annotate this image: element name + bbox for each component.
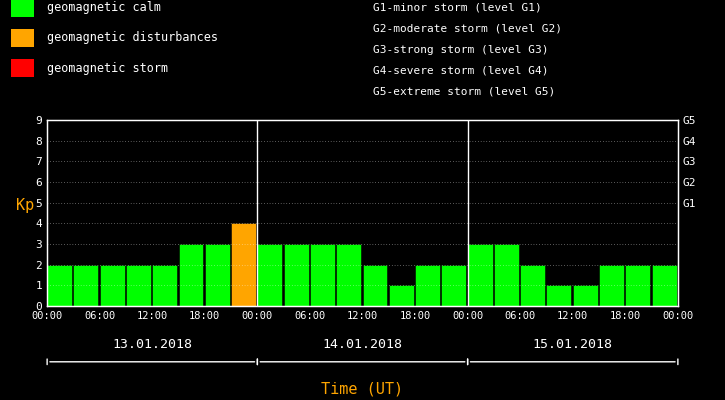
Bar [11, 29, 34, 47]
Text: geomagnetic storm: geomagnetic storm [47, 62, 168, 74]
Text: 15.01.2018: 15.01.2018 [533, 338, 613, 351]
Text: G5-extreme storm (level G5): G5-extreme storm (level G5) [373, 87, 555, 97]
Bar [415, 265, 440, 306]
Bar [231, 223, 256, 306]
Text: 13.01.2018: 13.01.2018 [112, 338, 192, 351]
Text: geomagnetic calm: geomagnetic calm [47, 1, 161, 14]
Bar [442, 265, 466, 306]
Text: 14.01.2018: 14.01.2018 [323, 338, 402, 351]
Bar [599, 265, 624, 306]
Bar [310, 244, 335, 306]
Y-axis label: Kp: Kp [16, 198, 34, 213]
Bar [573, 285, 597, 306]
Text: geomagnetic disturbances: geomagnetic disturbances [47, 31, 218, 44]
Bar [11, 59, 34, 77]
Bar [283, 244, 309, 306]
Text: G1-minor storm (level G1): G1-minor storm (level G1) [373, 2, 542, 12]
Bar [547, 285, 571, 306]
Bar [625, 265, 650, 306]
Bar [389, 285, 414, 306]
Bar [152, 265, 177, 306]
Bar [99, 265, 125, 306]
Bar [652, 265, 676, 306]
Bar [11, 0, 34, 17]
Bar [362, 265, 387, 306]
Bar [126, 265, 151, 306]
Bar [468, 244, 492, 306]
Text: Time (UT): Time (UT) [321, 381, 404, 396]
Bar [336, 244, 361, 306]
Bar [520, 265, 545, 306]
Text: G4-severe storm (level G4): G4-severe storm (level G4) [373, 66, 549, 76]
Bar [204, 244, 230, 306]
Bar [494, 244, 519, 306]
Text: G3-strong storm (level G3): G3-strong storm (level G3) [373, 45, 549, 55]
Text: G2-moderate storm (level G2): G2-moderate storm (level G2) [373, 24, 563, 34]
Bar [47, 265, 72, 306]
Bar [73, 265, 99, 306]
Bar [257, 244, 282, 306]
Bar [178, 244, 204, 306]
